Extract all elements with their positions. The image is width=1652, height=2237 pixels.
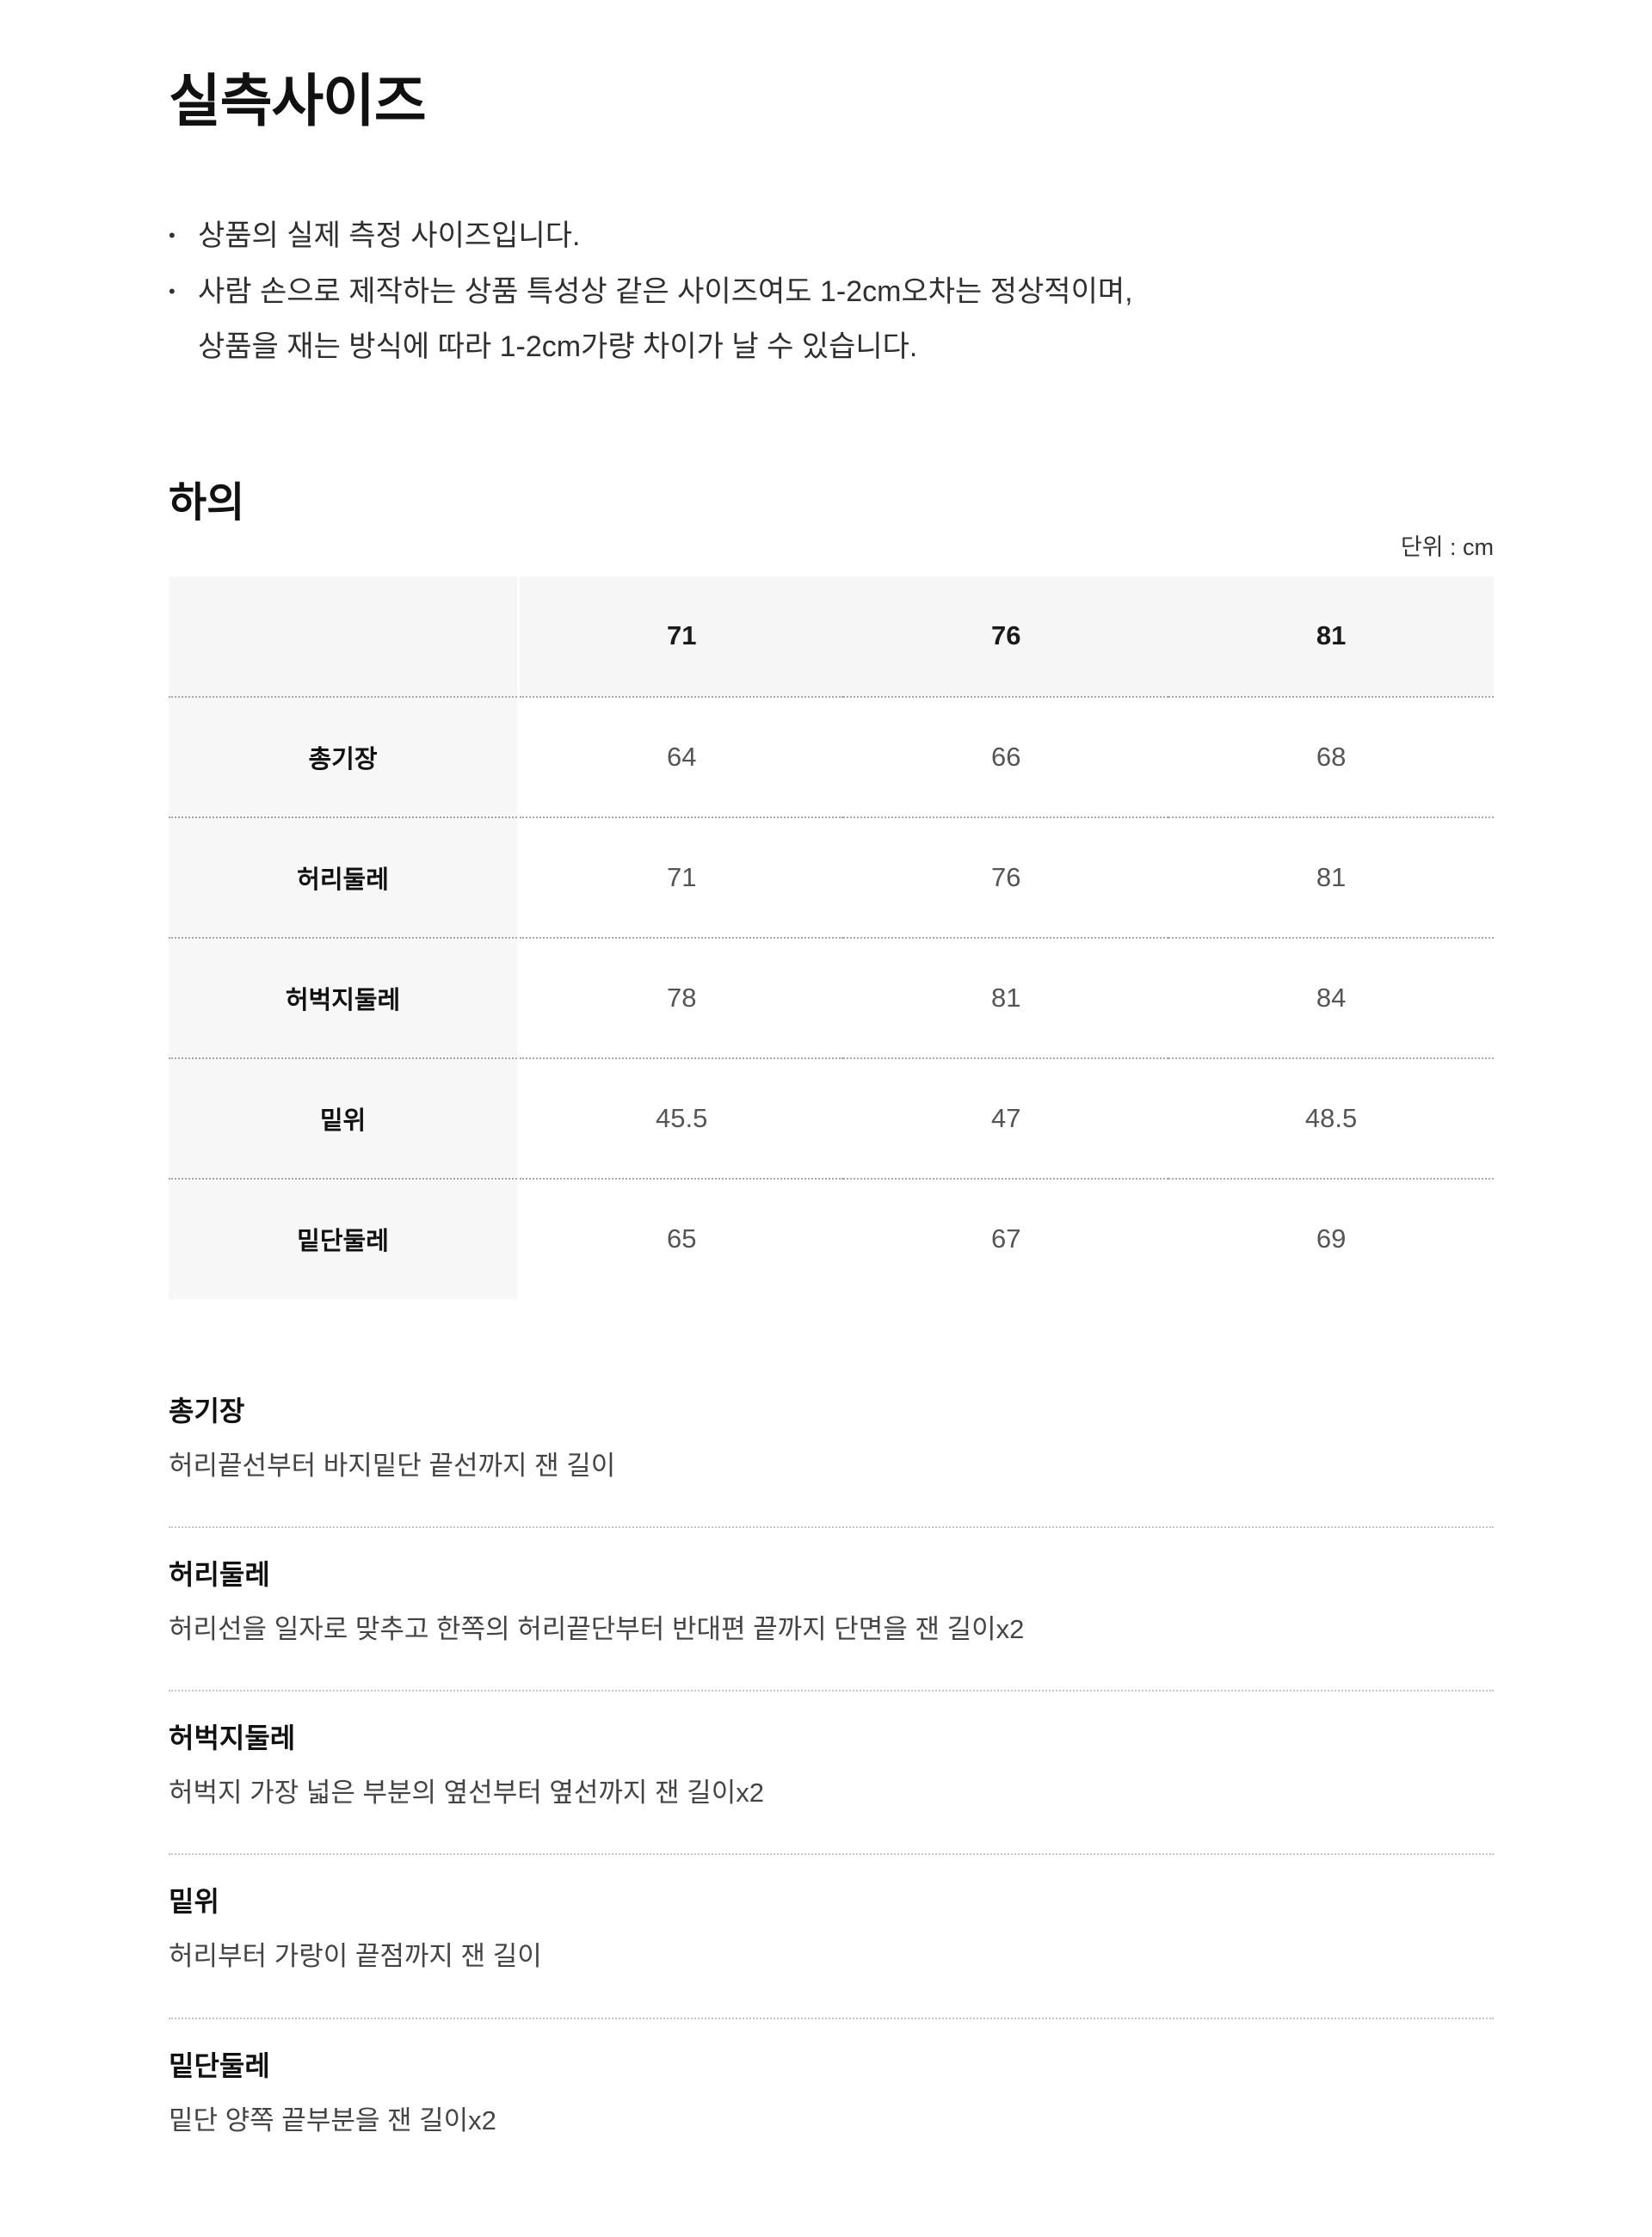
section-heading-bottoms: 하의 xyxy=(169,480,245,527)
unit-label: 단위 : cm xyxy=(1400,533,1494,560)
definition-description: 허벅지 가장 넓은 부분의 옆선부터 옆선까지 잰 길이x2 xyxy=(169,1778,764,1809)
size-value-cell: 64 xyxy=(518,696,844,817)
definition-term: 총기장 xyxy=(169,1395,245,1427)
size-value-cell: 47 xyxy=(843,1057,1169,1179)
definition-item: 밑위 허리부터 가랑이 끝점까지 잰 길이 xyxy=(169,1855,1494,2019)
table-row: 허리둘레 71 76 81 xyxy=(169,817,1494,938)
definition-item: 허벅지둘레 허벅지 가장 넓은 부분의 옆선부터 옆선까지 잰 길이x2 xyxy=(169,1692,1494,1856)
table-corner-cell xyxy=(169,576,521,697)
note-item: • 상품의 실제 측정 사이즈입니다. xyxy=(169,213,1494,259)
size-value-cell: 45.5 xyxy=(518,1057,844,1179)
table-row: 밑위 45.5 47 48.5 xyxy=(169,1057,1494,1179)
size-column-header: 81 xyxy=(1168,576,1494,697)
size-value-cell: 66 xyxy=(843,696,1169,817)
size-column-header: 71 xyxy=(518,576,844,697)
bullet-icon: • xyxy=(169,280,176,302)
row-label: 허리둘레 xyxy=(169,817,521,938)
row-label: 밑단둘레 xyxy=(169,1178,521,1299)
size-column-header: 76 xyxy=(843,576,1169,697)
page-title: 실측사이즈 xyxy=(169,69,427,132)
definition-term: 밑단둘레 xyxy=(169,2049,270,2081)
size-value-cell: 81 xyxy=(843,937,1169,1058)
size-value-cell: 84 xyxy=(1168,937,1494,1058)
definition-term: 허벅지둘레 xyxy=(169,1722,296,1754)
notes-list: • 상품의 실제 측정 사이즈입니다. • 사람 손으로 제작하는 상품 특성상… xyxy=(169,213,1494,370)
size-value-cell: 81 xyxy=(1168,817,1494,938)
definition-term: 밑위 xyxy=(169,1886,219,1918)
size-value-cell: 48.5 xyxy=(1168,1057,1494,1179)
size-table-header-row: 71 76 81 xyxy=(169,576,1494,697)
definition-description: 밑단 양쪽 끝부분을 잰 길이x2 xyxy=(169,2105,496,2135)
note-text: 상품의 실제 측정 사이즈입니다. xyxy=(198,219,581,252)
note-item: • 사람 손으로 제작하는 상품 특성상 같은 사이즈여도 1-2cm오차는 정… xyxy=(169,269,1494,315)
size-value-cell: 68 xyxy=(1168,696,1494,817)
size-value-cell: 65 xyxy=(518,1178,844,1299)
definition-item: 허리둘레 허리선을 일자로 맞추고 한쪽의 허리끝단부터 반대편 끝까지 단면을… xyxy=(169,1528,1494,1692)
table-row: 밑단둘레 65 67 69 xyxy=(169,1178,1494,1299)
table-row: 허벅지둘레 78 81 84 xyxy=(169,937,1494,1058)
bullet-icon: • xyxy=(169,224,176,246)
definition-description: 허리부터 가랑이 끝점까지 잰 길이 xyxy=(169,1941,542,1972)
note-text: 상품을 재는 방식에 따라 1-2cm가량 차이가 날 수 있습니다. xyxy=(198,330,918,364)
row-label: 허벅지둘레 xyxy=(169,937,521,1058)
note-item: 상품을 재는 방식에 따라 1-2cm가량 차이가 날 수 있습니다. xyxy=(169,324,1494,370)
definition-description: 허리끝선부터 바지밑단 끝선까지 잰 길이 xyxy=(169,1450,616,1481)
row-label: 밑위 xyxy=(169,1057,521,1179)
definition-description: 허리선을 일자로 맞추고 한쪽의 허리끝단부터 반대편 끝까지 단면을 잰 길이… xyxy=(169,1613,1025,1644)
definition-item: 총기장 허리끝선부터 바지밑단 끝선까지 잰 길이 xyxy=(169,1365,1494,1528)
size-value-cell: 71 xyxy=(518,817,844,938)
note-text: 사람 손으로 제작하는 상품 특성상 같은 사이즈여도 1-2cm오차는 정상적… xyxy=(198,274,1133,308)
definition-term: 허리둘레 xyxy=(169,1558,270,1590)
definitions-list: 총기장 허리끝선부터 바지밑단 끝선까지 잰 길이 허리둘레 허리선을 일자로 … xyxy=(169,1365,1494,2181)
table-row: 총기장 64 66 68 xyxy=(169,696,1494,817)
size-value-cell: 67 xyxy=(843,1178,1169,1299)
size-value-cell: 76 xyxy=(843,817,1169,938)
size-value-cell: 78 xyxy=(518,937,844,1058)
definition-item: 밑단둘레 밑단 양쪽 끝부분을 잰 길이x2 xyxy=(169,2019,1494,2181)
size-table: 71 76 81 총기장 64 66 68 허리둘레 71 76 81 허벅지둘… xyxy=(169,576,1494,1299)
size-value-cell: 69 xyxy=(1168,1178,1494,1299)
row-label: 총기장 xyxy=(169,696,521,817)
